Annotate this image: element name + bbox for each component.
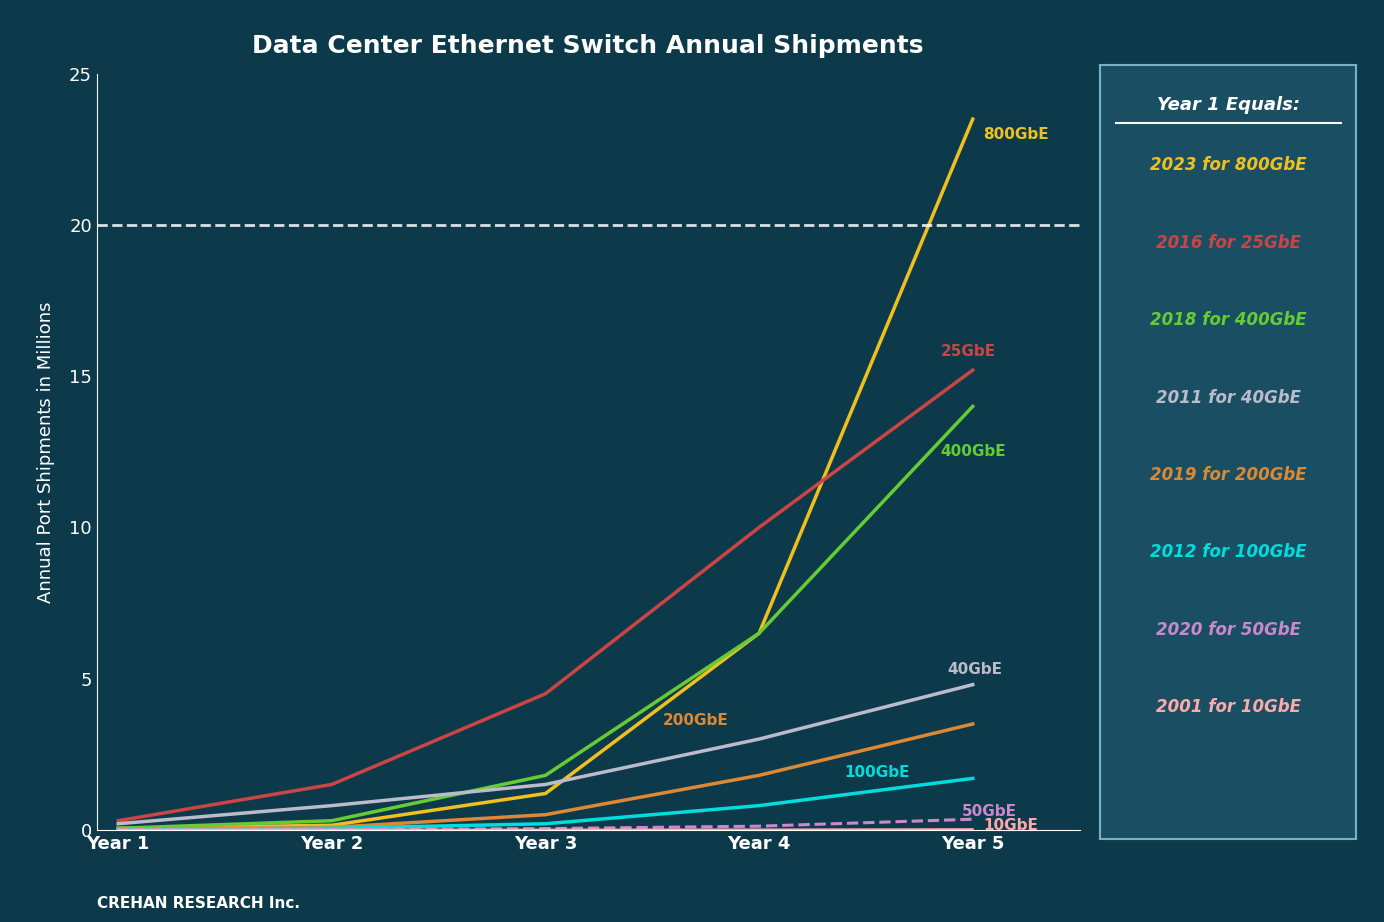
Text: 400GbE: 400GbE [941, 444, 1006, 459]
Text: 2012 for 100GbE: 2012 for 100GbE [1150, 543, 1306, 561]
Y-axis label: Annual Port Shipments in Millions: Annual Port Shipments in Millions [37, 301, 55, 603]
Text: 800GbE: 800GbE [984, 126, 1049, 142]
Text: 100GbE: 100GbE [844, 765, 911, 780]
Title: Data Center Ethernet Switch Annual Shipments: Data Center Ethernet Switch Annual Shipm… [252, 34, 925, 58]
Text: 40GbE: 40GbE [947, 662, 1002, 677]
Text: 50GbE: 50GbE [962, 804, 1017, 819]
Text: 25GbE: 25GbE [941, 345, 996, 360]
Text: 2011 for 40GbE: 2011 for 40GbE [1156, 388, 1301, 407]
Text: 2001 for 10GbE: 2001 for 10GbE [1156, 698, 1301, 716]
Text: 2019 for 200GbE: 2019 for 200GbE [1150, 466, 1306, 484]
Text: Year 1 Equals:: Year 1 Equals: [1157, 96, 1300, 113]
Text: 2023 for 800GbE: 2023 for 800GbE [1150, 156, 1306, 174]
Text: CREHAN RESEARCH Inc.: CREHAN RESEARCH Inc. [97, 896, 300, 911]
Text: 200GbE: 200GbE [663, 714, 729, 728]
Text: 10GbE: 10GbE [984, 818, 1038, 833]
Text: 2018 for 400GbE: 2018 for 400GbE [1150, 311, 1306, 329]
Text: 2016 for 25GbE: 2016 for 25GbE [1156, 233, 1301, 252]
Text: 2020 for 50GbE: 2020 for 50GbE [1156, 621, 1301, 639]
